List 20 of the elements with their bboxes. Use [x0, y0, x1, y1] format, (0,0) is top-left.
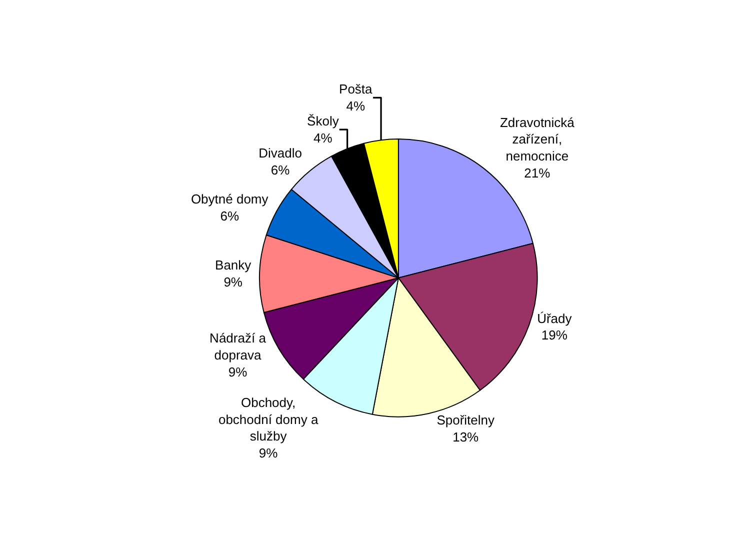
- slice-label: Divadlo: [258, 145, 302, 160]
- data-label: 13%: [452, 430, 480, 445]
- slice-label: Pošta: [339, 82, 374, 97]
- data-label: 19%: [541, 328, 568, 343]
- slice-label: Nádraží a doprava: [210, 330, 267, 362]
- slice-label: Obytné domy: [190, 191, 269, 206]
- data-label: 6%: [270, 162, 290, 178]
- slice-label: Obchody, obchodní domy a služby: [218, 394, 319, 444]
- data-label: 9%: [224, 274, 243, 290]
- data-label: 4%: [346, 98, 366, 114]
- slice-label: Banky: [215, 258, 252, 273]
- slice-label: Zdravotnická zařízení, nemocnice: [500, 114, 576, 164]
- data-label: 4%: [314, 130, 333, 146]
- data-label: 9%: [228, 364, 248, 380]
- data-label: 9%: [258, 446, 278, 461]
- slice-label: Školy: [307, 114, 340, 129]
- slice-label: Úřady: [537, 310, 572, 326]
- data-label: 21%: [524, 166, 551, 181]
- slice-label: Spořitelny: [436, 412, 496, 428]
- data-label: 6%: [220, 208, 240, 224]
